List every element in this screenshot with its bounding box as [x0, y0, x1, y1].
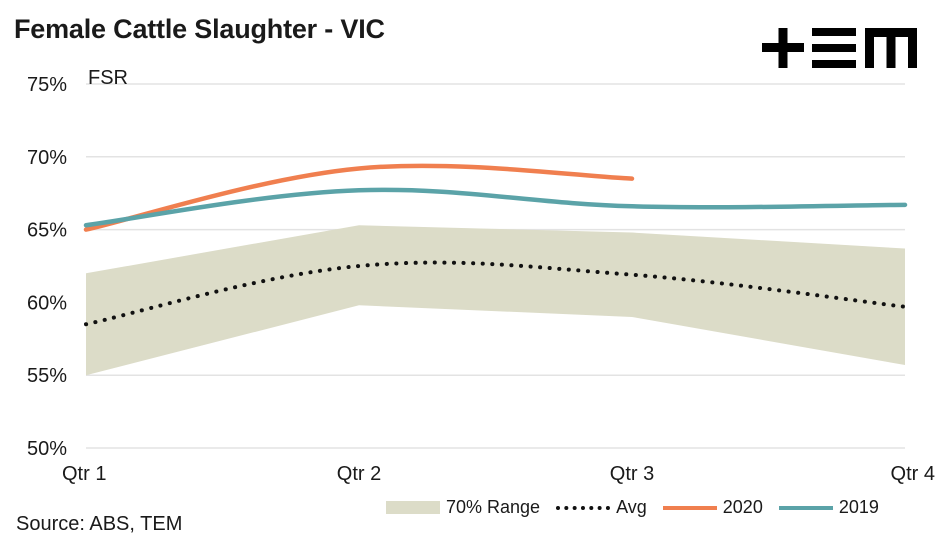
legend-item-range: 70% Range: [386, 497, 540, 518]
legend-label-2020: 2020: [722, 497, 763, 517]
legend-item-2020: 2020: [662, 497, 763, 518]
legend-swatch-range: [386, 501, 440, 514]
series-line-2020: [83, 163, 635, 232]
legend-label-2019: 2019: [838, 497, 879, 517]
y-axis-label: FSR: [88, 67, 128, 89]
range-band: [86, 225, 905, 376]
legend-swatch-avg: [556, 505, 611, 510]
y-tick-label: 60%: [27, 292, 67, 314]
legend-swatch-2019: [778, 505, 833, 510]
chart-title: Female Cattle Slaughter - VIC: [14, 14, 385, 44]
x-tick-label: Qtr 4: [891, 463, 935, 485]
legend-swatch-2020: [662, 505, 717, 510]
x-tick-label: Qtr 2: [337, 463, 381, 485]
y-tick-label: 50%: [27, 438, 67, 460]
y-tick-label: 65%: [27, 220, 67, 242]
legend-item-avg: Avg: [556, 497, 647, 518]
series-line-2019: [83, 187, 908, 228]
tem-logo: [762, 28, 917, 68]
source-note: Source: ABS, TEM: [16, 513, 183, 535]
chart-legend: 70% Range Avg 2020 2019: [386, 497, 879, 518]
legend-item-2019: 2019: [778, 497, 879, 518]
legend-label-avg: Avg: [616, 497, 647, 517]
legend-label-range: 70% Range: [446, 497, 541, 517]
x-tick-label: Qtr 3: [610, 463, 654, 485]
series-line-avg: [84, 260, 907, 327]
y-tick-label: 55%: [27, 365, 67, 387]
x-tick-label: Qtr 1: [62, 463, 106, 485]
y-tick-label: 70%: [27, 147, 67, 169]
y-tick-label: 75%: [27, 74, 67, 96]
